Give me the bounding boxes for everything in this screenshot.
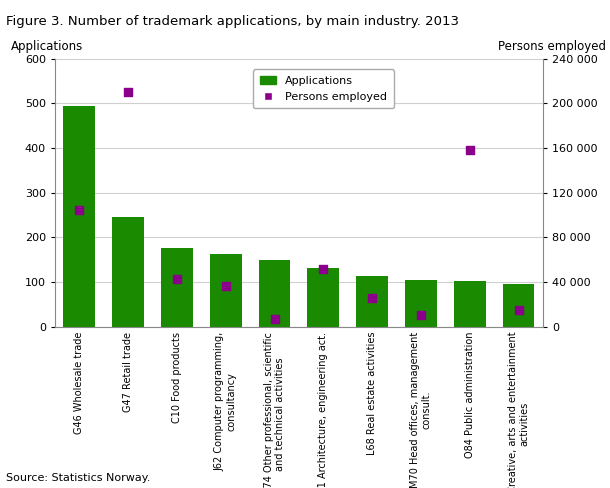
Legend: Applications, Persons employed: Applications, Persons employed bbox=[253, 69, 393, 108]
Point bbox=[123, 88, 133, 96]
Text: Persons employed: Persons employed bbox=[498, 40, 606, 53]
Text: Applications: Applications bbox=[11, 40, 83, 53]
Bar bbox=[454, 281, 486, 327]
Bar bbox=[112, 217, 144, 327]
Point bbox=[514, 306, 523, 314]
Bar bbox=[63, 105, 95, 327]
Bar bbox=[210, 254, 242, 327]
Bar bbox=[161, 248, 193, 327]
Point bbox=[318, 265, 328, 273]
Point bbox=[416, 311, 426, 319]
Bar bbox=[307, 268, 339, 327]
Text: Figure 3. Number of trademark applications, by main industry. 2013: Figure 3. Number of trademark applicatio… bbox=[6, 15, 459, 28]
Bar bbox=[405, 280, 437, 327]
Text: Source: Statistics Norway.: Source: Statistics Norway. bbox=[6, 473, 151, 483]
Point bbox=[465, 146, 475, 154]
Point bbox=[270, 315, 279, 323]
Point bbox=[74, 205, 84, 213]
Point bbox=[172, 275, 182, 283]
Bar bbox=[503, 284, 534, 327]
Bar bbox=[356, 276, 388, 327]
Bar bbox=[259, 260, 290, 327]
Point bbox=[221, 282, 231, 289]
Point bbox=[367, 294, 377, 302]
